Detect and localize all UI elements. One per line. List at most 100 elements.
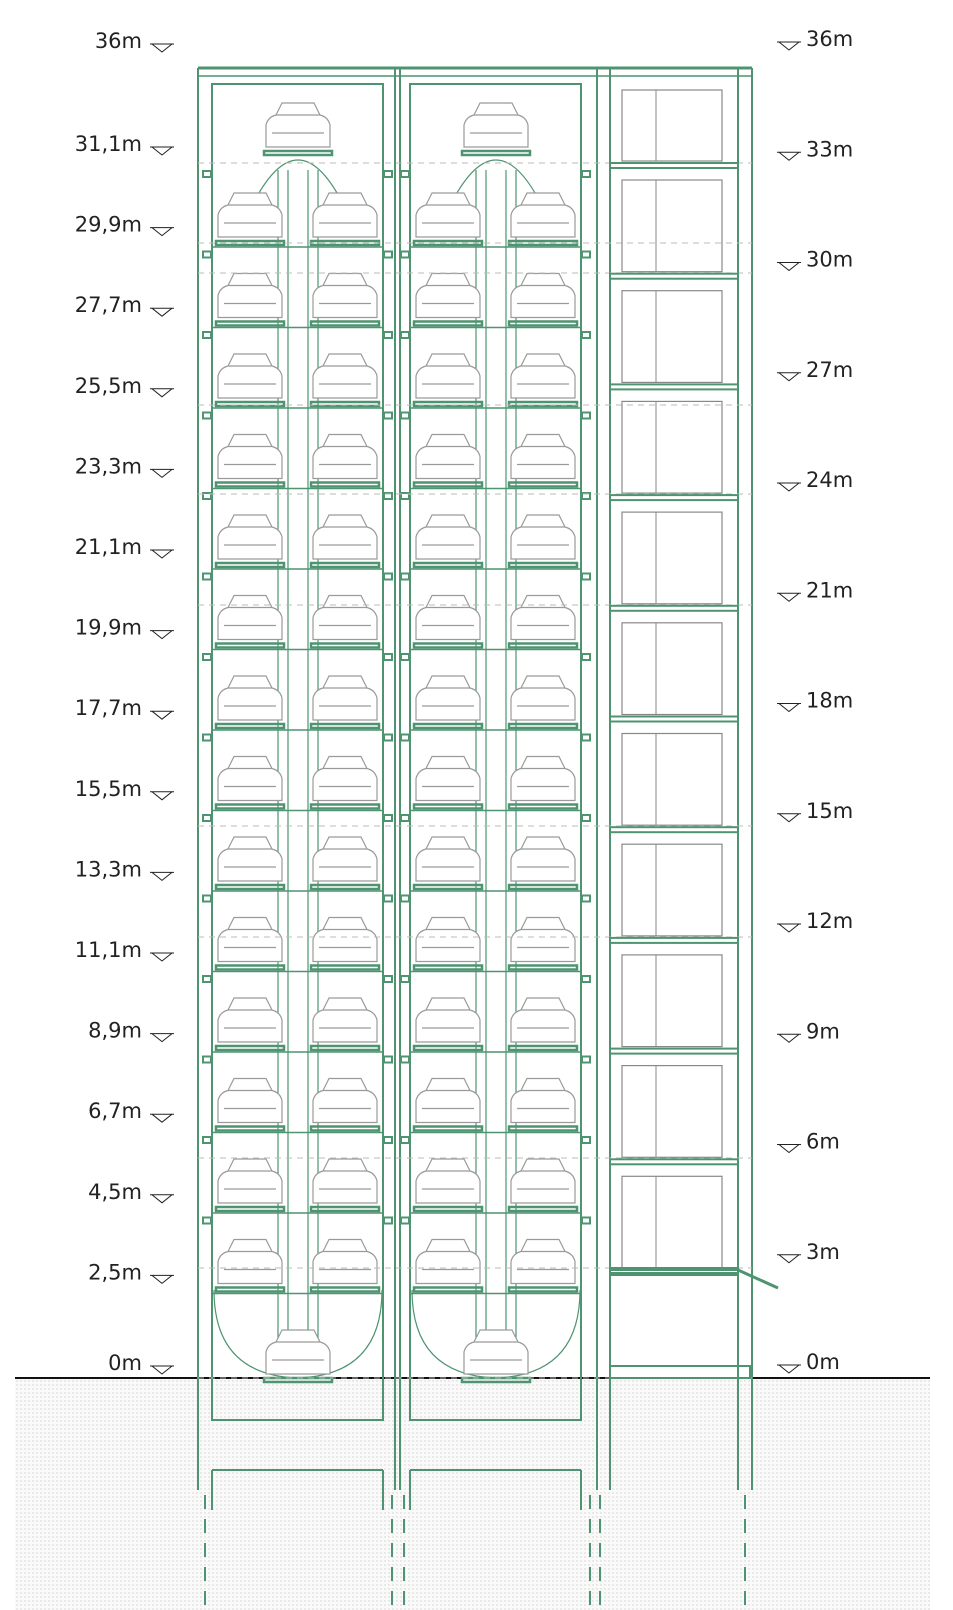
bracket xyxy=(401,574,409,580)
car-platform xyxy=(216,885,284,889)
car xyxy=(313,274,377,318)
section-drawing: 36m31,1m29,9m27,7m25,5m23,3m21,1m19,9m17… xyxy=(0,0,953,1610)
car-platform xyxy=(216,483,284,487)
bracket xyxy=(401,896,409,902)
car xyxy=(313,998,377,1042)
car xyxy=(511,193,575,237)
bracket xyxy=(203,815,211,821)
level-label: 24m xyxy=(806,468,853,492)
bracket xyxy=(582,413,590,419)
canopy xyxy=(738,1270,778,1288)
level-marker xyxy=(777,373,801,381)
car-platform xyxy=(414,241,482,245)
bracket xyxy=(582,171,590,177)
car xyxy=(218,274,282,318)
level-marker xyxy=(150,228,174,236)
car xyxy=(511,676,575,720)
bracket xyxy=(203,896,211,902)
level-marker xyxy=(150,1034,174,1042)
car-platform xyxy=(509,483,577,487)
level-label: 11,1m xyxy=(75,938,142,962)
window xyxy=(622,844,722,936)
car-platform xyxy=(311,724,379,728)
level-label: 2,5m xyxy=(88,1260,142,1284)
bracket xyxy=(582,735,590,741)
car-platform xyxy=(216,402,284,406)
level-marker xyxy=(777,924,801,932)
bracket xyxy=(384,896,392,902)
level-marker xyxy=(150,1114,174,1122)
car xyxy=(313,757,377,801)
car xyxy=(218,1079,282,1123)
car-platform xyxy=(311,885,379,889)
floor-slab xyxy=(610,495,738,500)
bracket xyxy=(203,574,211,580)
car xyxy=(218,918,282,962)
car-platform xyxy=(509,644,577,648)
level-label: 33m xyxy=(806,137,853,161)
car-platform xyxy=(414,805,482,809)
ground-soil xyxy=(15,1379,930,1610)
bracket xyxy=(582,332,590,338)
car xyxy=(313,354,377,398)
level-label: 9m xyxy=(806,1019,840,1043)
bracket xyxy=(582,976,590,982)
car-platform xyxy=(216,1207,284,1211)
level-marker xyxy=(150,792,174,800)
level-marker xyxy=(777,152,801,160)
car-platform xyxy=(509,1207,577,1211)
level-label: 21,1m xyxy=(75,535,142,559)
car-platform xyxy=(311,322,379,326)
level-label: 19,9m xyxy=(75,616,142,640)
car-platform xyxy=(414,885,482,889)
car-platform xyxy=(414,724,482,728)
level-marker xyxy=(150,1366,174,1374)
car-platform xyxy=(311,1127,379,1131)
car-platform xyxy=(311,1046,379,1050)
car xyxy=(511,435,575,479)
bracket xyxy=(384,815,392,821)
bracket xyxy=(401,654,409,660)
level-label: 6,7m xyxy=(88,1099,142,1123)
level-marker xyxy=(777,1255,801,1263)
car xyxy=(416,676,480,720)
car-platform xyxy=(509,1288,577,1292)
car xyxy=(313,1159,377,1203)
bracket xyxy=(582,574,590,580)
level-marker xyxy=(150,711,174,719)
car-platform xyxy=(311,1288,379,1292)
level-marker xyxy=(150,1275,174,1283)
car xyxy=(218,1159,282,1203)
car xyxy=(416,918,480,962)
level-label: 3m xyxy=(806,1240,840,1264)
car-platform xyxy=(509,966,577,970)
level-label: 4,5m xyxy=(88,1180,142,1204)
car xyxy=(416,515,480,559)
bracket xyxy=(401,171,409,177)
car xyxy=(313,596,377,640)
car xyxy=(511,757,575,801)
bracket xyxy=(582,815,590,821)
car-platform xyxy=(462,151,530,155)
bracket xyxy=(384,654,392,660)
car xyxy=(511,998,575,1042)
bracket xyxy=(582,654,590,660)
bracket xyxy=(384,735,392,741)
level-label: 21m xyxy=(806,578,853,602)
car-platform xyxy=(311,966,379,970)
floor-slab xyxy=(610,938,738,943)
bracket xyxy=(582,1218,590,1224)
window xyxy=(622,1176,722,1268)
car xyxy=(464,1330,528,1374)
car-platform xyxy=(414,563,482,567)
car xyxy=(218,837,282,881)
bracket xyxy=(401,815,409,821)
car-platform xyxy=(216,322,284,326)
car xyxy=(313,837,377,881)
car-platform xyxy=(509,563,577,567)
bracket xyxy=(203,252,211,258)
level-marker xyxy=(777,483,801,491)
car xyxy=(313,1079,377,1123)
car xyxy=(313,193,377,237)
level-label: 27,7m xyxy=(75,293,142,317)
